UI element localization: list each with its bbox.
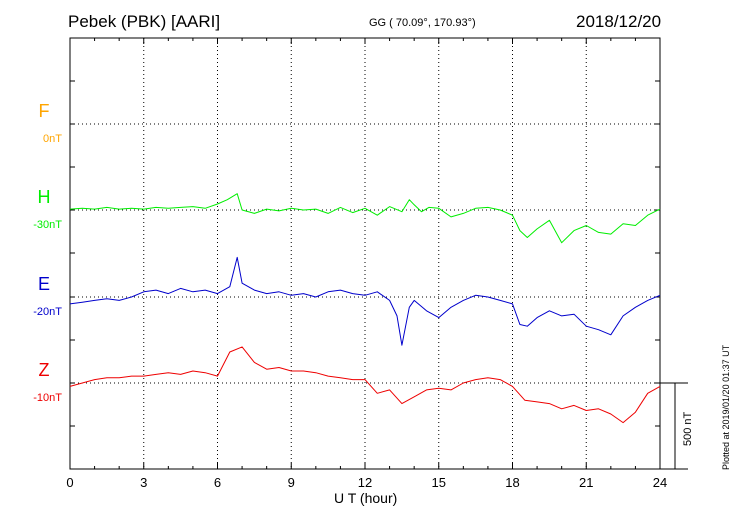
tick-label-12: 12 <box>358 475 372 490</box>
station-title: Pebek (PBK) [AARI] <box>68 12 221 31</box>
series-labels: F 0nT H -30nT E -20nT Z -10nT <box>33 101 62 404</box>
series-offset-E: -20nT <box>33 306 62 318</box>
scale-bar-label: 500 nT <box>682 411 694 446</box>
plotted-timestamp: Plotted at 2019/01/20 01:37 UT <box>721 344 730 470</box>
chart-date: 2018/12/20 <box>576 12 662 31</box>
trace-Z <box>69 346 661 424</box>
series-offset-H: -30nT <box>33 219 62 231</box>
trace-E <box>69 256 661 346</box>
tick-label-3: 3 <box>140 475 147 490</box>
series-name-E: E <box>38 274 50 294</box>
series-name-H: H <box>38 187 51 207</box>
tick-label-6: 6 <box>214 475 221 490</box>
series-name-F: F <box>39 101 50 121</box>
scale-bar <box>660 382 688 470</box>
x-axis-ticks: 0 3 6 9 12 15 18 21 24 <box>66 37 667 490</box>
station-coordinates: GG ( 70.09°, 170.93°) <box>369 17 476 29</box>
series-traces <box>69 193 661 424</box>
x-axis-label: U T (hour) <box>334 490 398 506</box>
series-offset-Z: -10nT <box>33 392 62 404</box>
trace-H <box>69 193 661 244</box>
tick-label-18: 18 <box>505 475 519 490</box>
tick-label-21: 21 <box>579 475 593 490</box>
series-name-Z: Z <box>39 360 50 380</box>
tick-label-9: 9 <box>288 475 295 490</box>
tick-label-15: 15 <box>432 475 446 490</box>
series-offset-F: 0nT <box>43 133 62 145</box>
tick-label-24: 24 <box>653 475 667 490</box>
vertical-grid <box>143 38 587 469</box>
tick-label-0: 0 <box>66 475 73 490</box>
